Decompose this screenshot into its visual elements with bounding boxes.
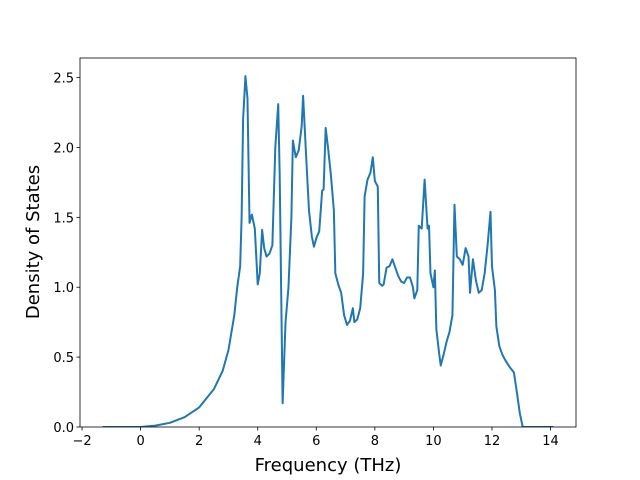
x-tick-label: 2 (195, 434, 203, 449)
x-tick-label: 8 (371, 434, 379, 449)
x-axis-label: Frequency (THz) (255, 455, 402, 476)
y-tick-label: 1.5 (53, 211, 74, 226)
line (102, 75, 554, 427)
plot-frame (79, 57, 577, 428)
y-tick-label: 0.5 (53, 351, 74, 366)
y-axis-label: Density of States (23, 165, 44, 319)
x-tick-label: 6 (312, 434, 320, 449)
y-tick-label: 2.0 (53, 141, 74, 156)
x-tick-label: 4 (254, 434, 262, 449)
y-tick-label: 0.0 (53, 421, 74, 436)
x-tick-label: 0 (136, 434, 144, 449)
y-tick-label: 2.5 (53, 72, 74, 87)
x-tick-label: 10 (425, 434, 442, 449)
y-tick-label: 1.0 (53, 281, 74, 296)
x-tick-label: 14 (542, 434, 559, 449)
x-tick-label: 12 (484, 434, 501, 449)
x-tick-label: −2 (72, 434, 91, 449)
